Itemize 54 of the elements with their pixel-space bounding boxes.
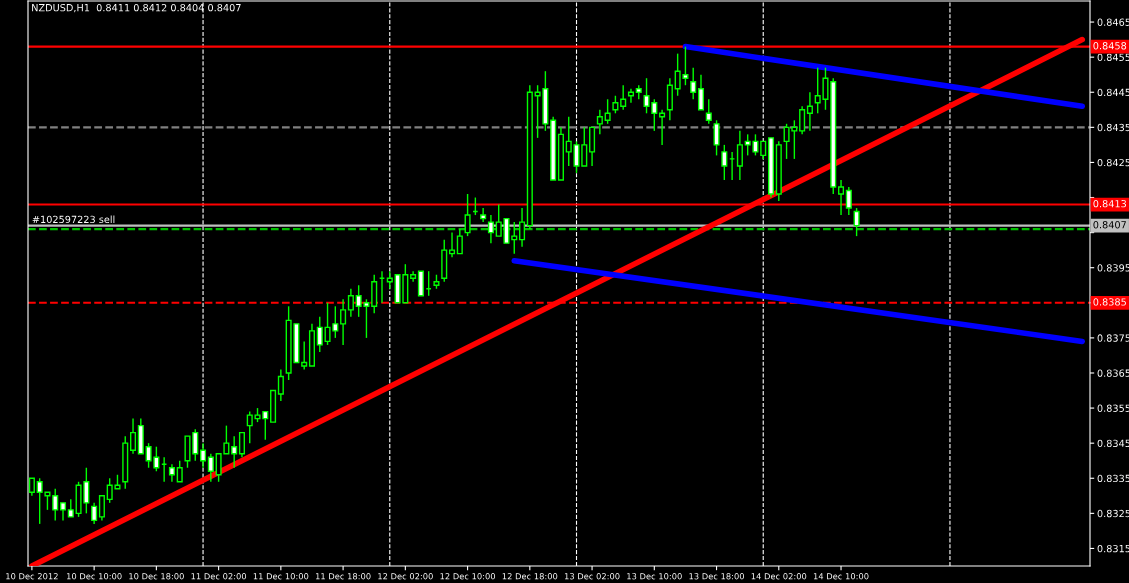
candlestick [736,130,743,181]
candlestick [231,435,238,469]
candlestick [316,316,323,353]
candlestick [697,74,705,111]
x-tick-label: 12 Dec 18:00 [502,573,558,580]
candlestick [806,91,813,132]
x-tick-label: 12 Dec 10:00 [440,573,496,580]
ref-line-label: 0.8458 [1093,42,1127,50]
candlestick [347,288,354,318]
candlestick [487,214,494,244]
candlestick [480,207,487,223]
candlestick [721,144,728,181]
candlestick [130,417,137,455]
candlestick [238,431,245,458]
candlestick [713,119,720,157]
candlestick [596,109,603,136]
candlestick [98,495,105,522]
candlestick [853,207,860,237]
candlestick [176,460,183,483]
x-tick-label: 14 Dec 02:00 [751,573,807,580]
x-tick-label: 12 Dec 02:00 [378,573,433,580]
annotation: #102597223 sell [32,215,115,224]
ref-line-label: 0.8407 [1093,221,1126,229]
x-tick-label: 10 Dec 10:00 [67,573,122,580]
candlestick [301,340,308,371]
candlestick [705,98,712,125]
x-tick-label: 11 Dec 18:00 [315,573,371,580]
candlestick [659,109,666,146]
x-tick-label: 11 Dec 10:00 [253,573,309,580]
ref-line-label: 0.8413 [1093,200,1127,208]
candlestick [277,368,284,402]
x-tick-label: 14 Dec 10:00 [813,573,869,580]
x-tick-label: 13 Dec 18:00 [689,573,745,580]
x-tick-label: 11 Dec 02:00 [191,573,247,580]
candlestick [838,179,845,216]
candlestick [690,66,697,100]
candlestick [52,488,59,522]
candlestick [91,502,98,525]
ref-line-label: 0.8385 [1093,298,1126,306]
x-tick-label: 10 Dec 18:00 [129,573,184,580]
candlestick [340,298,347,346]
x-tick-label: 13 Dec 02:00 [564,573,620,580]
candlestick [456,228,463,255]
x-tick-label: 13 Dec 10:00 [627,573,682,580]
candlestick [207,453,214,483]
chart-title: NZDUSD,H1 0.8411 0.8412 0.8404 0.8407 [32,4,241,13]
candlestick [519,207,526,248]
candlestick [620,84,627,111]
candlestick [799,105,806,136]
candlestick [845,186,852,216]
candlestick [448,231,456,258]
candlestick [604,98,611,125]
candlestick [464,193,471,237]
x-tick-label: 10 Dec 2012 [6,573,58,580]
